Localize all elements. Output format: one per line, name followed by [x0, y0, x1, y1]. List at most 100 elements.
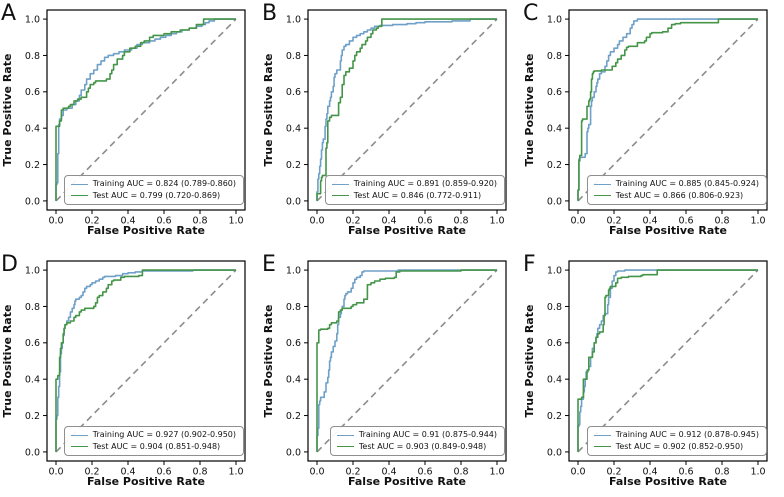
training-line-swatch [70, 183, 88, 185]
y-tick-label: 0.6 [25, 338, 40, 349]
x-tick-label: 0.6 [417, 467, 432, 478]
roc-plot-a: 0.0 0.2 0.4 0.6 0.8 1.0 0.0 0.2 0.4 0.6 0.8 1.0 [25, 9, 246, 227]
test-roc-curve [55, 269, 236, 452]
x-tick-label: 0.8 [192, 216, 207, 227]
chance-diagonal-line [577, 18, 759, 202]
plot-frame [46, 9, 246, 211]
x-tick-label: 0.2 [345, 467, 360, 478]
x-tick-label: 0.2 [84, 216, 99, 227]
y-tick-label: 0.0 [547, 447, 562, 458]
y-tick-label: 0.8 [547, 51, 562, 62]
x-tick-label: 1.0 [489, 216, 504, 227]
legend-row-training: Training AUC = 0.891 (0.859-0.920) [331, 179, 497, 190]
x-tick-label: 0.2 [345, 216, 360, 227]
legend-row-test: Test AUC = 0.866 (0.806-0.923) [593, 191, 759, 202]
y-tick-label: 0.8 [25, 302, 40, 313]
roc-panel-d: 0.0 0.2 0.4 0.6 0.8 1.0 0.0 0.2 0.4 0.6 0.8 1.0 D T… [0, 251, 261, 497]
plot-frame [307, 260, 507, 462]
y-tick-label: 0.0 [286, 196, 301, 207]
test-roc-curve [316, 18, 497, 201]
y-tick-label: 1.0 [286, 14, 301, 25]
x-tick-label: 0.6 [678, 467, 693, 478]
y-tick-label: 0.4 [25, 124, 40, 135]
y-tick-label: 1.0 [286, 265, 301, 276]
test-roc-curve [577, 269, 758, 452]
x-tick-label: 1.0 [750, 467, 765, 478]
roc-panel-f: 0.0 0.2 0.4 0.6 0.8 1.0 0.0 0.2 0.4 0.6 0.8 1.0 F T… [522, 251, 784, 497]
roc-panel-e: 0.0 0.2 0.4 0.6 0.8 1.0 0.0 0.2 0.4 0.6 0.8 1.0 E T… [261, 251, 522, 497]
chance-diagonal-line [577, 269, 759, 453]
x-tick-label: 0.8 [192, 467, 207, 478]
x-tick-label: 0.6 [156, 216, 171, 227]
training-line-swatch [593, 434, 611, 436]
panel-letter-b: B [262, 1, 278, 26]
legend-row-test: Test AUC = 0.846 (0.772-0.911) [331, 190, 497, 202]
x-axis-label: False Positive Rate [609, 475, 727, 488]
roc-plot-d: 0.0 0.2 0.4 0.6 0.8 1.0 0.0 0.2 0.4 0.6 0.8 1.0 [25, 260, 246, 478]
x-axis-label: False Positive Rate [348, 224, 466, 237]
x-tick-label: 0.8 [453, 467, 468, 478]
x-tick-label: 0.4 [381, 467, 396, 478]
training-line-swatch [336, 434, 354, 436]
plot-frame [307, 9, 507, 211]
x-tick-label: 0.6 [678, 216, 693, 227]
panel-letter-d: D [1, 252, 18, 277]
legend-training-label: Training AUC = 0.891 (0.859-0.920) [353, 179, 497, 188]
training-line-swatch [70, 434, 88, 436]
legend-training-label: Training AUC = 0.912 (0.878-0.945) [615, 430, 759, 439]
legend-row-test: Test AUC = 0.902 (0.852-0.950) [593, 441, 759, 453]
legend-row-training: Training AUC = 0.927 (0.902-0.950) [70, 430, 236, 441]
y-tick-label: 0.2 [25, 160, 40, 171]
plot-frame [568, 9, 768, 211]
test-roc-curve [55, 18, 236, 201]
legend: Training AUC = 0.91 (0.875-0.944) Test A… [329, 426, 505, 456]
y-tick-label: 0.0 [25, 196, 40, 207]
legend-row-training: Training AUC = 0.824 (0.789-0.860) [70, 179, 236, 190]
y-tick-label: 0.2 [286, 160, 301, 171]
legend-row-test: Test AUC = 0.904 (0.851-0.948) [70, 441, 236, 453]
y-tick-label: 1.0 [25, 265, 40, 276]
test-roc-curve [577, 18, 758, 201]
plot-frame [46, 260, 246, 462]
y-axis-label: True Positive Rate [262, 53, 275, 167]
training-line-swatch [593, 183, 611, 185]
panel-letter-f: F [523, 252, 536, 277]
chance-diagonal-line [316, 18, 498, 202]
plot-frame [568, 260, 768, 462]
y-tick-label: 0.4 [25, 375, 40, 386]
y-tick-label: 1.0 [547, 14, 562, 25]
y-tick-label: 0.2 [286, 411, 301, 422]
x-tick-label: 0.8 [714, 467, 729, 478]
legend-test-label: Test AUC = 0.846 (0.772-0.911) [353, 190, 482, 200]
legend-row-training: Training AUC = 0.91 (0.875-0.944) [336, 430, 497, 441]
panel-letter-a: A [1, 1, 17, 26]
x-tick-label: 0.0 [570, 467, 585, 478]
legend: Training AUC = 0.824 (0.789-0.860) Test … [63, 175, 244, 205]
legend-test-label: Test AUC = 0.904 (0.851-0.948) [92, 441, 221, 451]
panel-letter-c: C [523, 1, 539, 26]
y-tick-label: 0.8 [286, 51, 301, 62]
legend: Training AUC = 0.927 (0.902-0.950) Test … [63, 426, 244, 456]
x-tick-label: 0.8 [453, 216, 468, 227]
legend-training-label: Training AUC = 0.91 (0.875-0.944) [358, 430, 497, 439]
x-tick-label: 0.8 [714, 216, 729, 227]
chance-diagonal-line [316, 269, 498, 453]
x-tick-label: 0.4 [120, 216, 135, 227]
legend-test-label: Test AUC = 0.799 (0.720-0.869) [92, 190, 221, 200]
x-tick-label: 1.0 [228, 216, 243, 227]
test-line-swatch [593, 446, 611, 448]
x-tick-label: 0.4 [642, 467, 657, 478]
x-tick-label: 1.0 [750, 216, 765, 227]
legend-training-label: Training AUC = 0.824 (0.789-0.860) [92, 179, 236, 188]
y-tick-label: 0.2 [547, 160, 562, 171]
x-tick-label: 0.2 [84, 467, 99, 478]
legend: Training AUC = 0.885 (0.845-0.924) Test … [586, 175, 767, 205]
legend-test-label: Test AUC = 0.902 (0.852-0.950) [615, 441, 744, 451]
test-line-swatch [331, 195, 349, 197]
y-axis-label: True Positive Rate [1, 304, 14, 418]
x-tick-label: 0.4 [642, 216, 657, 227]
y-tick-label: 1.0 [25, 14, 40, 25]
y-tick-label: 1.0 [547, 265, 562, 276]
x-tick-label: 1.0 [228, 467, 243, 478]
